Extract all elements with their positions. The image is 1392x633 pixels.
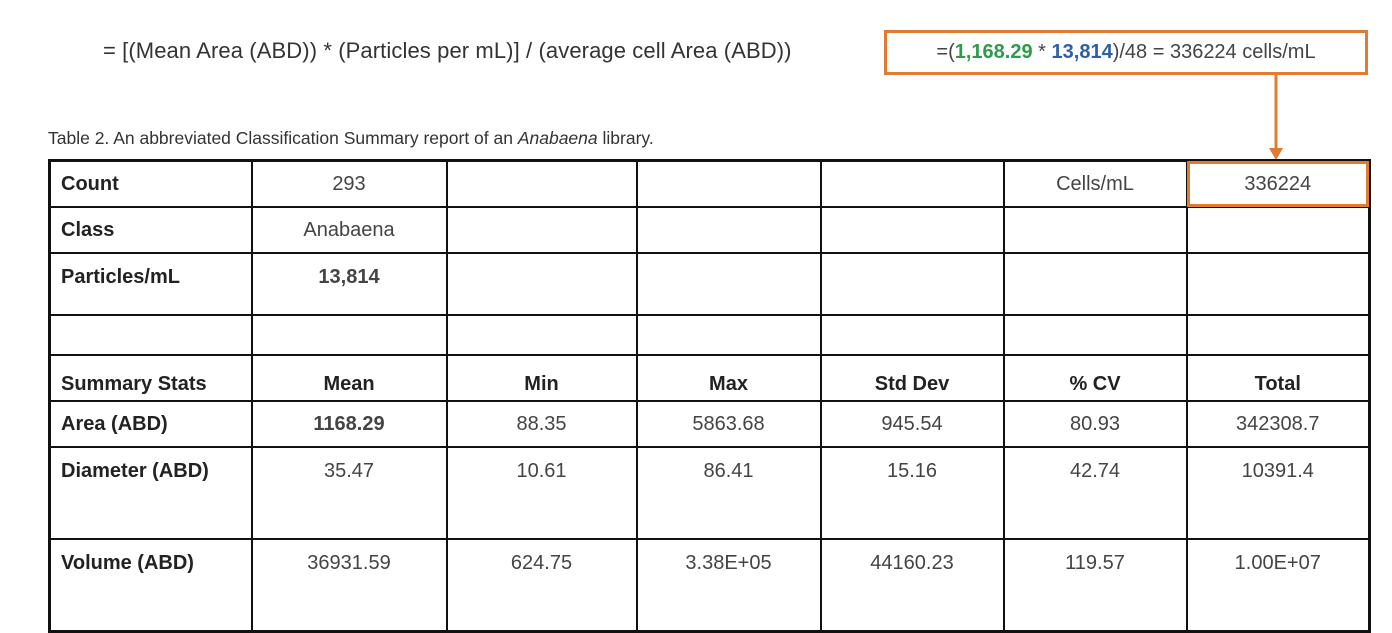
table-row: Class Anabaena [48,206,1371,254]
formula-expression: = [(Mean Area (ABD)) * (Particles per mL… [103,38,792,63]
particles-value: 13,814 [250,252,448,316]
cell-value: 15.16 [819,446,1005,540]
count-value: 293 [250,159,448,208]
cell-value: 945.54 [819,400,1005,448]
table-row: Volume (ABD) 36931.59 624.75 3.38E+05 44… [48,538,1371,633]
calc-times: * [1032,41,1052,63]
header-mean: Mean [250,354,448,402]
cells-value: 336224 [1185,159,1371,208]
class-value: Anabaena [250,206,448,254]
cell-value: 36931.59 [250,538,448,633]
connector-arrow-icon [1269,75,1283,160]
header-std-dev: Std Dev [819,354,1005,402]
header-min: Min [445,354,638,402]
calc-suffix: )/48 = 336224 cells/mL [1112,41,1316,63]
header-max: Max [635,354,822,402]
cell-value: 1.00E+07 [1185,538,1371,633]
cell-value: 1168.29 [250,400,448,448]
table-row: Diameter (ABD) 35.47 10.61 86.41 15.16 4… [48,446,1371,540]
cell-value: 35.47 [250,446,448,540]
table-caption: Table 2. An abbreviated Classification S… [48,128,654,148]
calc-particles-value: 13,814 [1051,41,1113,63]
calc-mean-value: 1,168.29 [954,41,1033,63]
table-row [48,314,1371,356]
classification-summary-table: Count 293 Cells/mL 336224 Class Anabaena… [48,159,1371,633]
cell-value: 3.38E+05 [635,538,822,633]
cell-value: 44160.23 [819,538,1005,633]
cell-value: 86.41 [635,446,822,540]
cell-value: 119.57 [1002,538,1188,633]
header-summary-stats: Summary Stats [48,354,253,402]
cell-value: 10.61 [445,446,638,540]
cell-value: 342308.7 [1185,400,1371,448]
table-row: Particles/mL 13,814 [48,252,1371,316]
row-label-area: Area (ABD) [48,400,253,448]
table-header-row: Summary Stats Mean Min Max Std Dev % CV … [48,354,1371,402]
row-label-diameter: Diameter (ABD) [48,446,253,540]
class-label: Class [48,206,253,254]
formula-calculation-box: =(1,168.29 * 13,814)/48 = 336224 cells/m… [884,30,1368,75]
cells-label: Cells/mL [1002,159,1188,208]
cell-value: 42.74 [1002,446,1188,540]
header-total: Total [1185,354,1371,402]
count-label: Count [48,159,253,208]
cell-value: 88.35 [445,400,638,448]
table-row: Count 293 Cells/mL 336224 [48,159,1371,208]
row-label-volume: Volume (ABD) [48,538,253,633]
caption-species: Anabaena [517,128,598,148]
cell-value: 624.75 [445,538,638,633]
header-cv: % CV [1002,354,1188,402]
particles-label: Particles/mL [48,252,253,316]
cell-value: 10391.4 [1185,446,1371,540]
table-row: Area (ABD) 1168.29 88.35 5863.68 945.54 … [48,400,1371,448]
cell-value: 80.93 [1002,400,1188,448]
cell-value: 5863.68 [635,400,822,448]
calc-prefix: =( [936,41,955,63]
